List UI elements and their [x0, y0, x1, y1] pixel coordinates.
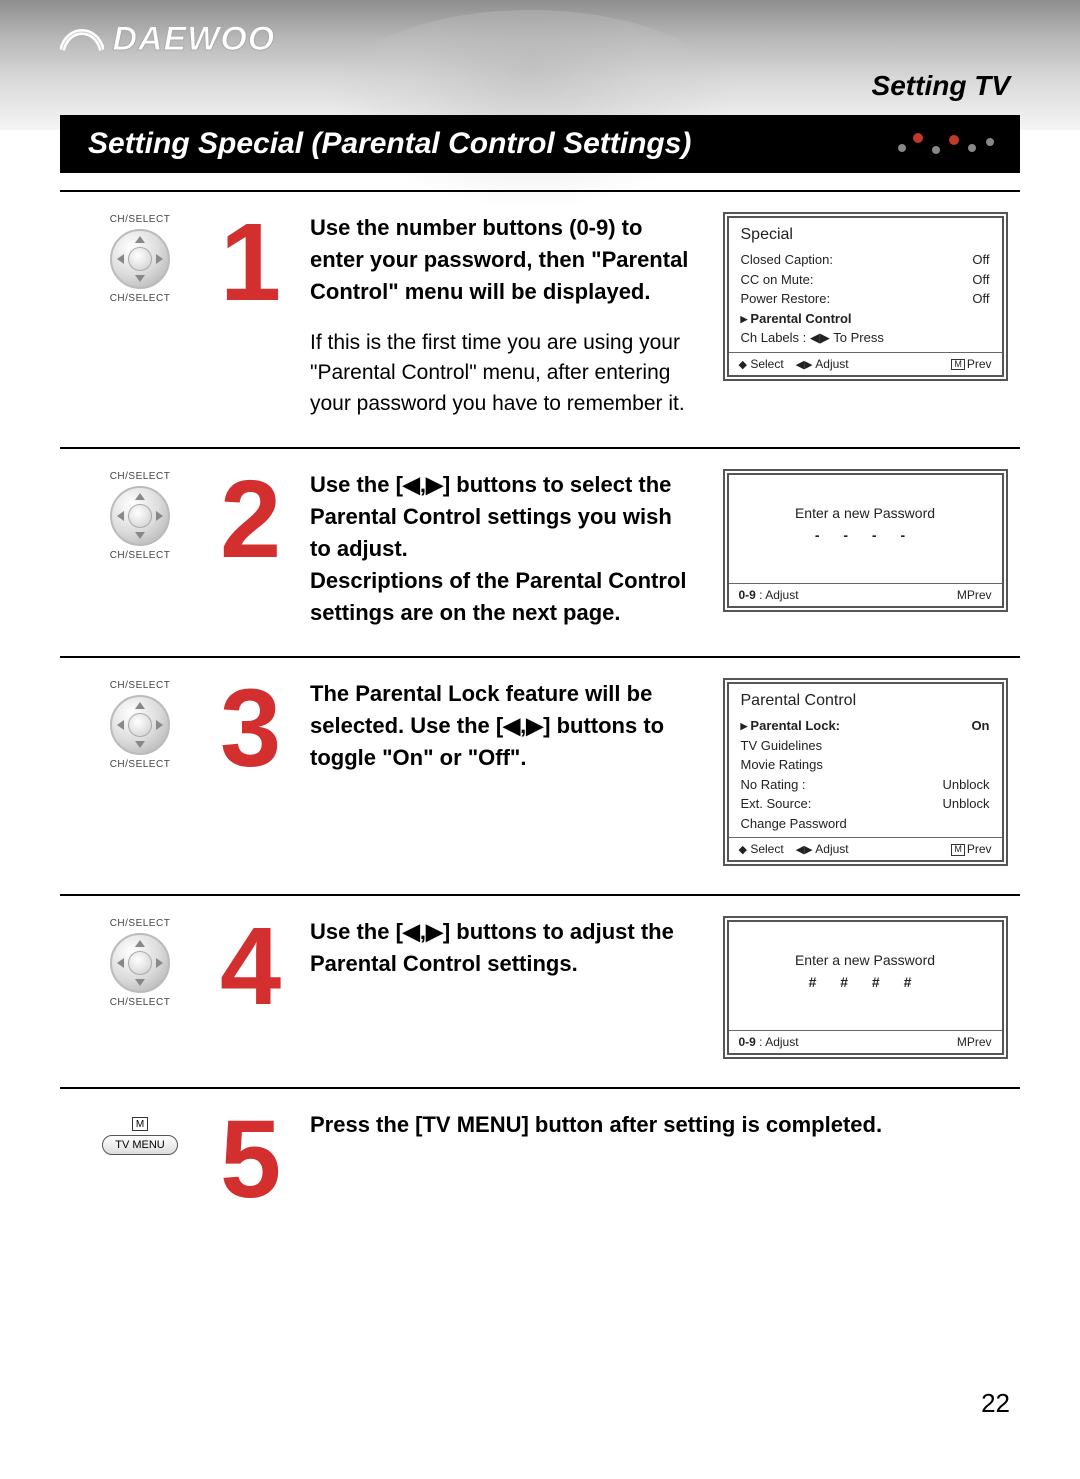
remote-icon: CH/SELECT CH/SELECT	[60, 212, 220, 308]
globe-decoration	[320, 10, 740, 210]
step-number: 5	[220, 1109, 310, 1207]
osd-parental-control: Parental Control Parental Lock:On TV Gui…	[723, 678, 1008, 866]
page-title: Setting Special (Parental Control Settin…	[88, 127, 691, 161]
step-number: 2	[220, 469, 310, 567]
step-2: CH/SELECT CH/SELECT 2 Use the [◀,▶] butt…	[60, 447, 1020, 656]
step-3: CH/SELECT CH/SELECT 3 The Parental Lock …	[60, 656, 1020, 894]
remote-icon: CH/SELECT CH/SELECT	[60, 469, 220, 565]
tv-menu-icon: M TV MENU	[60, 1109, 220, 1153]
osd-password-blank: Enter a new Password - - - - 0-9 : Adjus…	[723, 469, 1008, 612]
section-label: Setting TV	[872, 70, 1010, 102]
title-bar: Setting Special (Parental Control Settin…	[60, 115, 1020, 173]
page-number: 22	[981, 1388, 1010, 1419]
step-number: 1	[220, 212, 310, 310]
brand-logo: DAEWOO	[60, 20, 275, 59]
step-heading: Press the [TV MENU] button after setting…	[310, 1109, 1000, 1141]
brand-text: DAEWOO	[112, 20, 275, 59]
step-4: CH/SELECT CH/SELECT 4 Use the [◀,▶] butt…	[60, 894, 1020, 1087]
step-heading: The Parental Lock feature will be select…	[310, 678, 690, 774]
step-number: 4	[220, 916, 310, 1014]
step-heading: Use the number buttons (0-9) to enter yo…	[310, 212, 690, 308]
osd-special: Special Closed Caption:Off CC on Mute:Of…	[723, 212, 1008, 381]
step-subtext: If this is the first time you are using …	[310, 328, 690, 419]
step-1: CH/SELECT CH/SELECT 1 Use the number but…	[60, 190, 1020, 447]
remote-icon: CH/SELECT CH/SELECT	[60, 916, 220, 1012]
remote-icon: CH/SELECT CH/SELECT	[60, 678, 220, 774]
step-5: M TV MENU 5 Press the [TV MENU] button a…	[60, 1087, 1020, 1217]
step-number: 3	[220, 678, 310, 776]
step-heading: Use the [◀,▶] buttons to select the Pare…	[310, 469, 690, 628]
osd-password-filled: Enter a new Password # # # # 0-9 : Adjus…	[723, 916, 1008, 1059]
step-heading: Use the [◀,▶] buttons to adjust the Pare…	[310, 916, 690, 980]
dot-decoration	[892, 130, 1002, 158]
